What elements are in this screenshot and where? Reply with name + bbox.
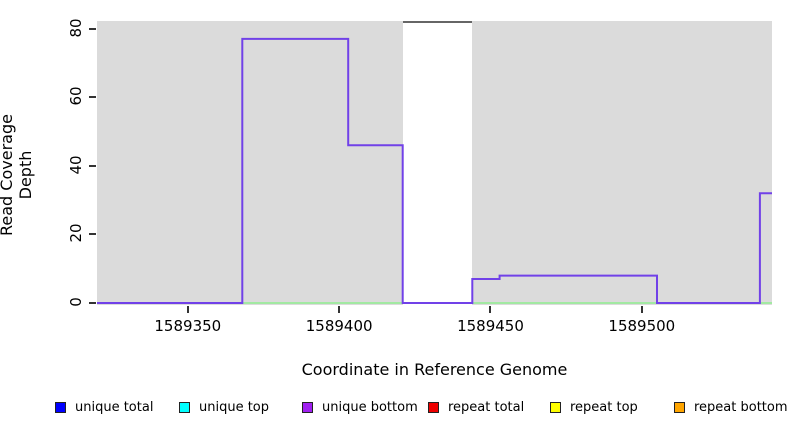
covered-region-right bbox=[472, 21, 772, 305]
y-tick-label: 60 bbox=[67, 86, 85, 106]
legend-label: unique total bbox=[75, 399, 154, 415]
y-tick-label: 20 bbox=[67, 223, 85, 243]
x-tick bbox=[186, 306, 189, 313]
covered-region-left bbox=[97, 21, 403, 305]
legend-swatch-icon bbox=[179, 401, 190, 413]
y-tick bbox=[89, 233, 96, 236]
legend-swatch-icon bbox=[302, 401, 313, 413]
legend-swatch-icon bbox=[55, 401, 66, 413]
y-tick bbox=[89, 27, 96, 30]
x-tick bbox=[489, 306, 492, 313]
y-tick-label: 40 bbox=[67, 155, 85, 175]
x-tick bbox=[640, 306, 643, 313]
legend-label: unique bottom bbox=[322, 399, 418, 415]
x-axis-title: Coordinate in Reference Genome bbox=[301, 360, 568, 379]
legend-label: repeat bottom bbox=[694, 399, 788, 415]
x-tick-label: 1589400 bbox=[305, 317, 373, 335]
y-tick-label: 80 bbox=[67, 18, 85, 38]
y-tick bbox=[89, 164, 96, 167]
gap-region bbox=[402, 21, 473, 305]
legend-swatch-icon bbox=[674, 401, 685, 413]
legend-item-repeat-bottom: repeat bottom bbox=[674, 398, 788, 416]
x-tick-label: 1589500 bbox=[608, 317, 676, 335]
legend: unique total unique top unique bottom repea… bbox=[0, 398, 792, 422]
unique-bottom-coverage-line bbox=[97, 37, 772, 304]
legend-item-unique-bottom: unique bottom bbox=[302, 398, 418, 416]
y-axis-title: Read Coverage Depth bbox=[0, 114, 35, 236]
legend-label: unique top bbox=[199, 399, 270, 415]
legend-item-repeat-top: repeat top bbox=[550, 398, 638, 416]
plot-area bbox=[97, 21, 772, 305]
legend-item-repeat-total: repeat total bbox=[428, 398, 524, 416]
series-canvas bbox=[97, 37, 772, 304]
legend-item-unique-total: unique total bbox=[55, 398, 153, 416]
legend-label: repeat total bbox=[448, 399, 525, 415]
y-tick-label: 0 bbox=[67, 297, 85, 307]
legend-label: repeat top bbox=[570, 399, 638, 415]
legend-swatch-icon bbox=[550, 401, 561, 413]
y-tick bbox=[89, 96, 96, 99]
x-tick-label: 1589450 bbox=[457, 317, 524, 335]
legend-swatch-icon bbox=[428, 401, 439, 413]
x-tick bbox=[338, 306, 341, 313]
legend-item-unique-top: unique top bbox=[179, 398, 269, 416]
y-tick bbox=[89, 302, 96, 304]
x-tick-label: 1589350 bbox=[154, 317, 222, 335]
